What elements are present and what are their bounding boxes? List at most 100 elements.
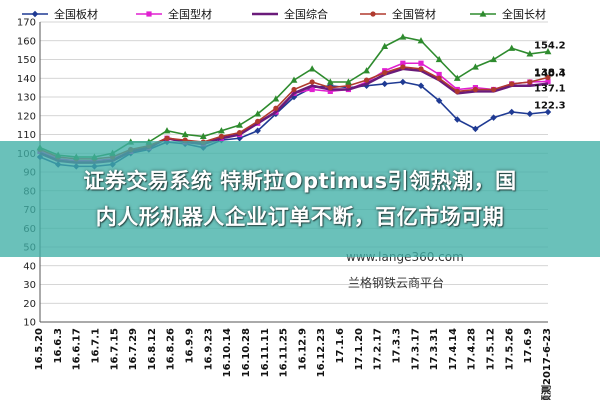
x-tick-label-19: 17.3.3 xyxy=(391,328,402,363)
end-value-label-2: 138.3 xyxy=(534,67,566,78)
y-tick-label-110: 110 xyxy=(17,130,36,141)
point-s4-19 xyxy=(382,70,388,76)
legend-item-1: 全国板材 xyxy=(22,7,98,21)
y-tick-label-10: 10 xyxy=(23,318,36,329)
x-tick-label-0: 16.5.20 xyxy=(34,328,45,370)
point-s5-17 xyxy=(345,78,352,85)
point-s5-12 xyxy=(254,110,262,117)
end-value-label-3: 137.1 xyxy=(534,84,566,95)
x-tick-label-5: 16.7.29 xyxy=(128,328,139,370)
x-tick-label-12: 16.11.11 xyxy=(260,328,271,377)
x-tick-label-3: 16.7.1 xyxy=(90,328,101,363)
y-tick-label-170: 170 xyxy=(17,18,36,29)
point-s2-16 xyxy=(327,88,333,94)
point-s5-18 xyxy=(363,67,370,74)
point-s1-22 xyxy=(435,97,443,104)
x-tick-label-24: 17.5.12 xyxy=(486,328,497,370)
x-tick-label-18: 17.2.17 xyxy=(373,328,384,370)
point-s1-21 xyxy=(417,82,425,89)
x-tick-label-22: 17.4.14 xyxy=(448,328,459,370)
point-s4-22 xyxy=(436,75,442,81)
legend-item-3: 全国综合 xyxy=(252,7,328,21)
point-s4-24 xyxy=(472,86,479,93)
point-s5-7 xyxy=(163,127,171,134)
banner-line-1: 证券交易系统 特斯拉Optimus引领热潮，国 xyxy=(83,169,517,193)
point-s2-21 xyxy=(418,60,424,66)
point-s5-14 xyxy=(290,76,298,83)
point-s4-26 xyxy=(509,81,515,87)
legend-label-5: 全国长材 xyxy=(502,7,546,21)
x-tick-label-7: 16.8.26 xyxy=(166,328,177,370)
x-tick-label-23: 17.4.28 xyxy=(467,328,478,370)
legend-item-2: 全国型材 xyxy=(136,7,212,21)
point-s1-19 xyxy=(381,80,388,88)
point-s5-15 xyxy=(308,65,316,72)
point-s5-16 xyxy=(326,78,334,85)
point-s4-13 xyxy=(273,105,279,111)
point-s1-12 xyxy=(254,127,261,134)
end-value-label-4: 122.3 xyxy=(534,100,566,111)
point-s4-21 xyxy=(418,66,424,72)
point-s5-24 xyxy=(472,63,479,70)
point-s5-13 xyxy=(272,95,280,102)
point-s5-27 xyxy=(526,50,534,57)
point-s4-27 xyxy=(527,79,533,85)
x-tick-label-16: 17.1.6 xyxy=(335,328,346,363)
legend: 全国板材 全国型材 全国综合 全国管材 全国长材 xyxy=(22,7,546,21)
y-tick-label-140: 140 xyxy=(17,74,36,85)
legend-item-5: 全国长材 xyxy=(470,7,546,21)
x-axis-tick-labels: 16.5.20 16.6.3 16.6.17 16.7.1 16.7.15 16.7.29… xyxy=(34,328,553,405)
watermark-brand: 兰格钢铁云商平台 xyxy=(348,276,445,290)
y-tick-label-40: 40 xyxy=(23,261,36,272)
point-s5-21 xyxy=(417,37,425,44)
x-tick-label-20: 17.3.17 xyxy=(410,328,421,370)
y-tick-label-120: 120 xyxy=(17,111,36,122)
point-s4-12 xyxy=(255,118,261,124)
point-s5-19 xyxy=(381,42,389,49)
point-s1-24 xyxy=(472,125,479,133)
point-s5-25 xyxy=(490,55,497,63)
x-tick-label-21: 17.3.31 xyxy=(429,328,440,370)
point-s5-10 xyxy=(218,127,225,134)
x-tick-label-4: 16.7.15 xyxy=(109,328,120,370)
legend-marker-2 xyxy=(146,11,152,17)
point-s4-16 xyxy=(327,85,333,91)
x-tick-label-14: 16.12.9 xyxy=(297,328,308,370)
end-value-label-0: 154.2 xyxy=(534,41,566,52)
x-tick-label-26: 17.6.9 xyxy=(523,328,534,363)
point-s4-11 xyxy=(236,130,243,136)
point-s4-15 xyxy=(309,79,315,85)
y-tick-label-30: 30 xyxy=(23,280,36,291)
legend-label-4: 全国管材 xyxy=(392,7,436,21)
point-s2-22 xyxy=(436,71,442,78)
legend-label-2: 全国型材 xyxy=(168,7,212,21)
legend-item-4: 全国管材 xyxy=(360,7,436,21)
point-s1-23 xyxy=(454,116,461,123)
point-s4-23 xyxy=(454,88,460,94)
x-tick-label-25: 17.5.26 xyxy=(504,328,515,370)
point-s5-9 xyxy=(199,132,207,139)
x-tick-label-2: 16.6.17 xyxy=(72,328,83,370)
point-s4-10 xyxy=(218,133,225,139)
legend-marker-5 xyxy=(479,10,487,17)
x-tick-label-6: 16.8.12 xyxy=(147,328,158,370)
banner-line-2: 内人形机器人企业订单不断，百亿市场可期 xyxy=(95,205,505,229)
point-s4-28 xyxy=(545,74,551,81)
x-tick-label-10: 16.10.14 xyxy=(222,328,233,377)
legend-marker-1 xyxy=(31,10,39,18)
point-s5-28 xyxy=(544,48,552,55)
legend-label-1: 全国板材 xyxy=(54,7,98,21)
x-tick-label-11: 16.10.28 xyxy=(241,328,252,377)
point-s5-23 xyxy=(453,74,461,81)
point-s1-27 xyxy=(526,110,534,118)
point-s5-26 xyxy=(508,44,516,51)
point-s4-14 xyxy=(291,86,297,93)
x-tick-label-13: 16.11.25 xyxy=(279,328,290,377)
x-tick-label-27: 预测2017-6-23 xyxy=(540,328,553,400)
point-s5-22 xyxy=(435,55,443,63)
point-s5-20 xyxy=(399,33,407,40)
point-s5-8 xyxy=(181,130,189,138)
y-tick-label-150: 150 xyxy=(17,55,36,66)
